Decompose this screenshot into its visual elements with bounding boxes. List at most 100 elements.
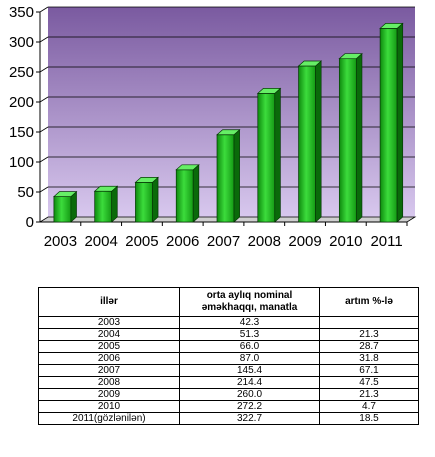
cell-year: 2009	[38, 388, 180, 401]
x-tick-label: 2008	[248, 233, 281, 250]
cell-year: 2008	[38, 376, 180, 389]
bar-2009	[297, 60, 323, 223]
bar-side	[274, 87, 281, 223]
cell-year: 2006	[38, 352, 180, 365]
bar-face	[53, 196, 72, 223]
bar-face	[135, 182, 153, 223]
bar-2011	[379, 22, 404, 223]
cell-year: 2005	[38, 340, 180, 353]
x-tick-label: 2010	[329, 233, 362, 250]
cell-wage: 51.3	[179, 328, 320, 341]
bar-top	[93, 185, 119, 192]
cell-growth: 47.5	[319, 376, 419, 389]
cell-wage: 66.0	[179, 340, 320, 353]
table-row: 2007 145.4 67.1	[38, 364, 419, 377]
cell-growth: 18.5	[319, 412, 419, 425]
table-row: 2006 87.0 31.8	[38, 352, 419, 365]
x-tick-label: 2004	[84, 233, 117, 250]
cell-growth: 28.7	[319, 340, 419, 353]
cell-growth: 21.3	[319, 388, 419, 401]
table-row: 2009 260.0 21.3	[38, 388, 419, 401]
x-axis-ticks: 2003 2004 2005 2006 2007 2008 2009 2010 2011	[44, 222, 408, 250]
cell-growth: 21.3	[319, 328, 419, 341]
x-tick-label: 2009	[288, 233, 321, 250]
table-row: 2003 42.3	[38, 316, 419, 329]
table-header-row: illər orta aylıq nominal əməkhaqqı, mana…	[38, 287, 419, 317]
x-tick-label: 2003	[44, 233, 77, 250]
bar-2007	[216, 128, 241, 223]
gridline-side	[39, 66, 49, 73]
cell-year: 2011(gözlənilən)	[38, 412, 180, 425]
bar-top	[256, 88, 282, 94]
bar-side	[355, 52, 363, 223]
cell-wage: 145.4	[179, 364, 320, 377]
bar-top	[379, 23, 404, 29]
gridline-side	[39, 36, 49, 43]
bar-2010	[338, 52, 363, 223]
y-tick-label: 100	[9, 154, 34, 171]
bar-2005	[134, 176, 159, 223]
y-tick-label: 0	[26, 214, 34, 231]
data-table: illər orta aylıq nominal əməkhaqqı, mana…	[38, 287, 419, 425]
bar-2008	[256, 87, 282, 223]
header-growth: artım %-lə	[319, 287, 419, 317]
gridline-side	[39, 156, 49, 163]
y-tick-label: 350	[9, 4, 34, 21]
table-body: 2003 42.3 2004 51.3 21.3 2005 66.0 28.7 2006 87.0…	[38, 316, 419, 425]
table-row: 2008 214.4 47.5	[38, 376, 419, 389]
bar-top	[175, 164, 200, 171]
cell-growth: 67.1	[319, 364, 419, 377]
y-tick-label: 200	[9, 94, 34, 111]
table-row: 2010 272.2 4.7	[38, 400, 419, 413]
table-row: 2004 51.3 21.3	[38, 328, 419, 341]
bars	[52, 22, 404, 223]
bar-face	[298, 65, 316, 223]
gridline-side	[39, 6, 49, 13]
y-axis-ticks: 0 50 100 150 200 250 300 350	[9, 4, 40, 231]
cell-growth	[319, 316, 419, 329]
bar-top	[52, 191, 78, 197]
bar-side	[192, 164, 200, 223]
cell-year: 2010	[38, 400, 180, 413]
x-tick-label: 2005	[125, 233, 158, 250]
bar-top	[216, 129, 241, 136]
bar-2004	[93, 185, 119, 223]
bar-top	[338, 53, 363, 60]
bar-2006	[175, 164, 200, 223]
cell-year: 2004	[38, 328, 180, 341]
cell-wage: 272.2	[179, 400, 320, 413]
bar-2003	[52, 190, 78, 223]
bar-face	[338, 58, 357, 223]
cell-year: 2007	[38, 364, 180, 377]
header-wage: orta aylıq nominal əməkhaqqı, manatla	[179, 287, 320, 317]
bar-side	[152, 176, 159, 223]
y-tick-label: 150	[9, 124, 34, 141]
bar-side	[396, 22, 404, 223]
bar-face	[175, 169, 194, 223]
cell-wage: 322.7	[179, 412, 320, 425]
cell-wage: 87.0	[179, 352, 320, 365]
y-tick-label: 300	[9, 34, 34, 51]
cell-growth: 31.8	[319, 352, 419, 365]
bar-side	[315, 60, 322, 223]
cell-growth: 4.7	[319, 400, 419, 413]
gridline-side	[39, 186, 49, 193]
table-row: 2011(gözlənilən) 322.7 18.5	[38, 412, 419, 425]
bar-side	[233, 128, 240, 223]
table-row: 2005 66.0 28.7	[38, 340, 419, 353]
bar-face	[257, 93, 276, 223]
x-tick-label: 2011	[370, 233, 402, 250]
bar-top	[297, 60, 323, 67]
x-tick-label: 2006	[166, 233, 199, 250]
header-years: illər	[38, 287, 180, 317]
bar-top	[134, 177, 159, 183]
bar-side	[111, 185, 118, 223]
cell-wage: 42.3	[179, 316, 320, 329]
x-tick-label: 2007	[207, 233, 240, 250]
bar-face	[216, 134, 235, 223]
cell-year: 2003	[38, 316, 180, 329]
y-tick-label: 250	[9, 64, 34, 81]
y-tick-label: 50	[17, 184, 34, 201]
gridline-side	[39, 126, 49, 133]
